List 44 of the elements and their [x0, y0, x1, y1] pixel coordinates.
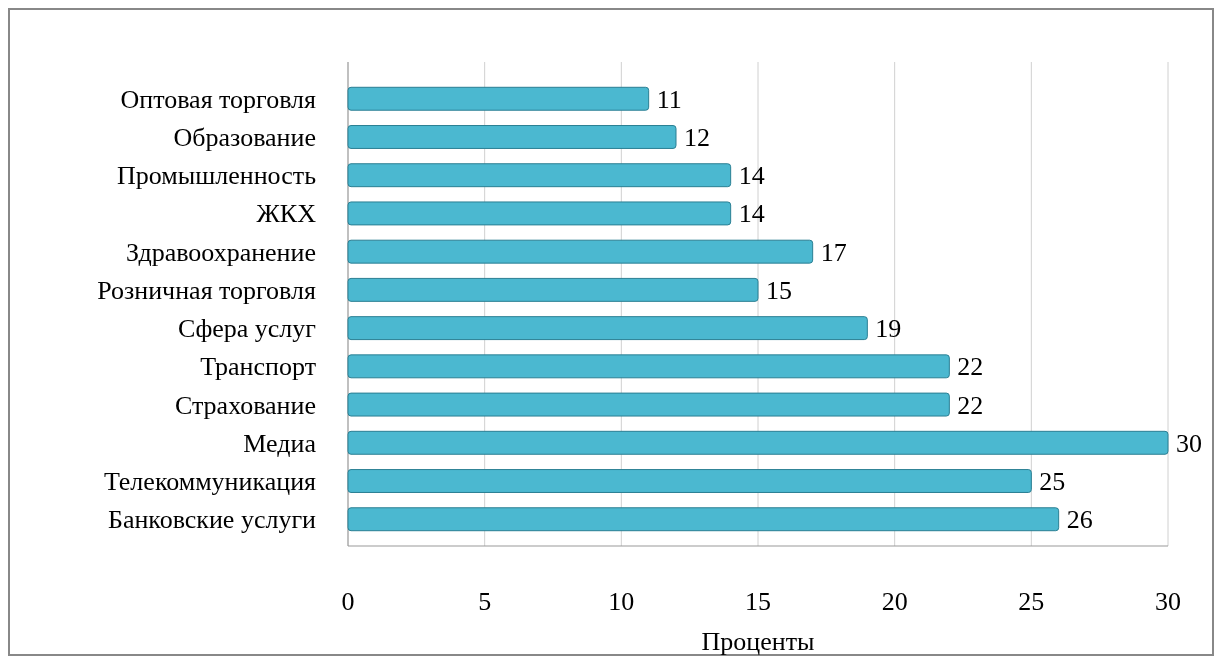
y-tick-label: Банковские услуги	[107, 505, 317, 535]
data-label: 22	[957, 352, 984, 382]
data-label: 14	[738, 161, 765, 191]
data-label: 26	[1066, 505, 1093, 535]
data-label: 11	[656, 84, 682, 114]
y-tick-label: ЖКХ	[256, 199, 317, 229]
data-label: 25	[1039, 467, 1066, 497]
x-axis-title: Проценты	[701, 627, 815, 656]
x-tick-label: 25	[1018, 587, 1045, 616]
y-tick-label: Медиа	[243, 428, 317, 458]
bar	[347, 86, 650, 111]
bar	[347, 201, 732, 226]
data-label: 14	[738, 199, 765, 229]
bar	[347, 507, 1060, 532]
data-label: 19	[875, 314, 902, 344]
bar	[347, 239, 814, 264]
data-label: 22	[957, 390, 984, 420]
data-label: 30	[1176, 428, 1202, 458]
bar	[347, 125, 677, 149]
x-tick-label: 10	[608, 587, 635, 616]
bar	[347, 430, 1169, 455]
bar	[347, 392, 950, 417]
bar	[347, 163, 732, 188]
x-tick-label: 0	[341, 587, 355, 616]
y-tick-label: Розничная торговля	[97, 275, 317, 305]
bar	[347, 277, 759, 302]
data-label: 15	[766, 275, 792, 305]
y-tick-label: Образование	[173, 122, 316, 152]
data-label: 17	[820, 237, 847, 267]
x-tick-label: 5	[478, 587, 492, 616]
bar	[347, 354, 950, 379]
x-tick-label: 20	[881, 587, 908, 616]
bar	[347, 316, 868, 341]
y-tick-label: Транспорт	[200, 352, 316, 382]
data-label: 12	[684, 122, 710, 152]
y-tick-label: Сфера услуг	[178, 314, 316, 344]
y-tick-label: Страхование	[174, 390, 316, 420]
bar	[347, 469, 1032, 493]
y-tick-label: Телекоммуникация	[103, 467, 317, 497]
x-tick-label: 15	[745, 587, 771, 616]
x-tick-label: 30	[1155, 587, 1181, 616]
y-tick-label: Здравоохранение	[126, 237, 316, 267]
y-tick-label: Оптовая торговля	[120, 84, 317, 114]
y-tick-label: Промышленность	[117, 161, 317, 191]
